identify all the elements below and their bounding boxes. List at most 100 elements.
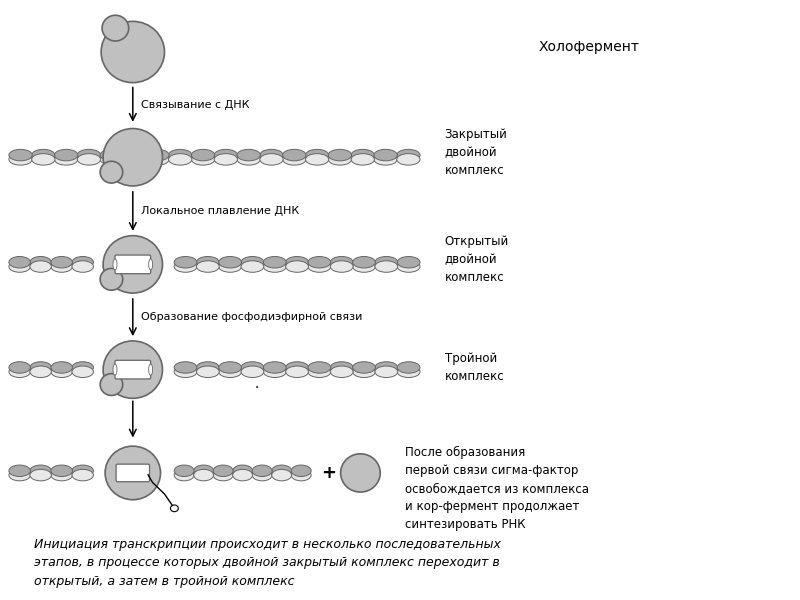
Ellipse shape [398,366,420,377]
Ellipse shape [54,154,78,165]
Ellipse shape [282,149,306,161]
Circle shape [100,161,122,183]
Circle shape [100,374,122,395]
Circle shape [105,446,161,500]
Ellipse shape [174,362,197,373]
Ellipse shape [174,256,197,268]
Ellipse shape [169,154,192,165]
Ellipse shape [218,256,242,268]
Ellipse shape [32,149,55,161]
Ellipse shape [272,469,292,481]
Ellipse shape [149,364,153,375]
Text: Закрытый
двойной
комплекс: Закрытый двойной комплекс [445,128,507,177]
Ellipse shape [353,366,375,377]
Ellipse shape [72,469,94,481]
Ellipse shape [286,261,309,272]
Ellipse shape [351,149,374,161]
Ellipse shape [113,364,117,375]
Ellipse shape [51,362,73,373]
Ellipse shape [146,154,169,165]
Ellipse shape [375,261,398,272]
Text: Образование фосфодиэфирной связи: Образование фосфодиэфирной связи [141,313,362,322]
Ellipse shape [32,154,55,165]
Ellipse shape [197,366,219,377]
Ellipse shape [330,362,353,373]
Ellipse shape [286,362,309,373]
Ellipse shape [9,465,30,476]
Ellipse shape [328,149,351,161]
Ellipse shape [100,154,123,165]
Ellipse shape [9,154,32,165]
Text: Связывание с ДНК: Связывание с ДНК [141,100,250,110]
Ellipse shape [351,154,374,165]
Text: Открытый
двойной
комплекс: Открытый двойной комплекс [445,235,509,284]
Circle shape [103,236,162,293]
Ellipse shape [30,362,51,373]
Ellipse shape [51,469,73,481]
Ellipse shape [197,256,219,268]
FancyBboxPatch shape [115,360,150,379]
Ellipse shape [286,366,309,377]
Ellipse shape [149,259,153,270]
Ellipse shape [218,261,242,272]
Ellipse shape [263,261,286,272]
Ellipse shape [213,469,233,481]
Ellipse shape [9,469,30,481]
Circle shape [103,128,162,186]
Ellipse shape [241,256,264,268]
Ellipse shape [397,149,420,161]
Ellipse shape [191,149,214,161]
Circle shape [341,454,380,492]
Ellipse shape [78,154,101,165]
Ellipse shape [174,469,194,481]
Ellipse shape [78,149,101,161]
Circle shape [100,268,122,290]
Ellipse shape [218,366,242,377]
Ellipse shape [330,366,353,377]
Ellipse shape [233,465,253,476]
Ellipse shape [100,149,123,161]
Ellipse shape [375,366,398,377]
Ellipse shape [174,366,197,377]
Ellipse shape [72,465,94,476]
Ellipse shape [194,469,214,481]
Ellipse shape [374,149,398,161]
Ellipse shape [123,154,146,165]
Ellipse shape [375,362,398,373]
Ellipse shape [260,154,283,165]
Ellipse shape [397,154,420,165]
Ellipse shape [330,256,353,268]
Ellipse shape [194,465,214,476]
Text: Тройной
комплекс: Тройной комплекс [445,352,504,383]
Ellipse shape [252,465,272,476]
Ellipse shape [241,366,264,377]
Ellipse shape [174,261,197,272]
Ellipse shape [306,154,329,165]
Ellipse shape [398,256,420,268]
Ellipse shape [9,256,30,268]
Ellipse shape [353,261,375,272]
Ellipse shape [291,465,311,476]
Ellipse shape [328,154,351,165]
Ellipse shape [306,149,329,161]
Ellipse shape [72,362,94,373]
Ellipse shape [30,261,51,272]
Ellipse shape [30,256,51,268]
Ellipse shape [146,149,169,161]
Ellipse shape [174,465,194,476]
Ellipse shape [308,362,330,373]
Text: Инициация транскрипции происходит в несколько последовательных
этапов, в процесс: Инициация транскрипции происходит в неск… [34,538,501,588]
Ellipse shape [308,256,330,268]
Ellipse shape [197,362,219,373]
Ellipse shape [9,149,32,161]
Text: ·: · [254,379,260,398]
Ellipse shape [213,465,233,476]
Ellipse shape [51,261,73,272]
Ellipse shape [9,261,30,272]
Circle shape [103,341,162,398]
Ellipse shape [263,256,286,268]
Circle shape [102,15,129,41]
Ellipse shape [218,362,242,373]
Ellipse shape [9,366,30,377]
Ellipse shape [241,261,264,272]
